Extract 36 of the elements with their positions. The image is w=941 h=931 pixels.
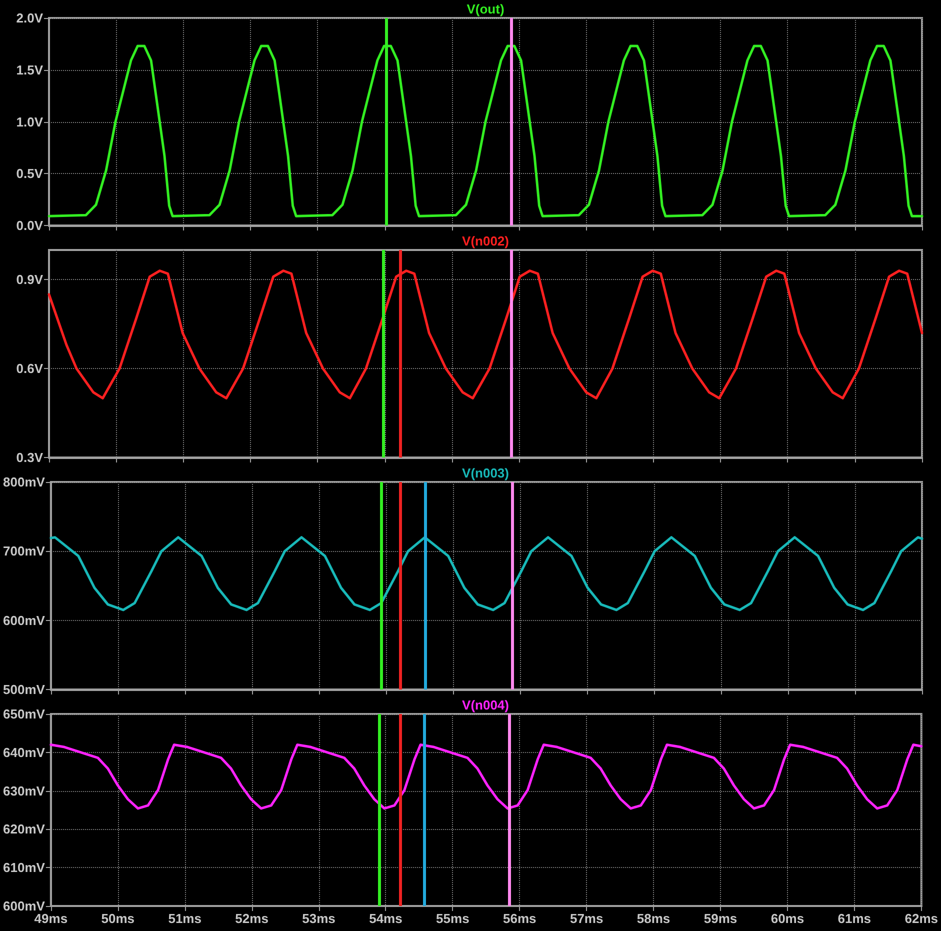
y-tick-label: 620mV	[3, 822, 46, 837]
text: V(out)	[466, 2, 504, 16]
x-tick-label: 62ms	[904, 911, 938, 926]
x-tick-label: 54ms	[369, 911, 402, 926]
x-tick-label: 60ms	[770, 911, 804, 926]
text: V(n004)	[462, 698, 509, 712]
x-tick-label: 56ms	[503, 911, 536, 926]
y-tick-label: 630mV	[3, 783, 46, 798]
x-tick-label: 58ms	[636, 911, 670, 926]
y-tick-label: 800mV	[3, 474, 46, 490]
y-tick-label: 600mV	[3, 898, 46, 914]
x-tick-label: 61ms	[838, 911, 872, 926]
y-tick-label: 2.0V	[16, 10, 44, 26]
x-tick-label: 52ms	[235, 911, 268, 926]
y-tick-label: 0.5V	[16, 166, 44, 182]
y-tick-label: 1.0V	[16, 114, 44, 130]
y-tick-label: 0.9V	[16, 272, 44, 288]
x-tick-label: 51ms	[168, 911, 202, 926]
x-tick-label: 57ms	[570, 911, 604, 926]
y-tick-label: 610mV	[3, 860, 46, 876]
x-tick-label: 59ms	[704, 911, 738, 926]
text: V(n002)	[462, 234, 509, 248]
y-tick-label: 1.5V	[16, 62, 44, 78]
y-tick-label: 640mV	[3, 744, 46, 760]
y-tick-label: 0.3V	[16, 450, 44, 465]
y-tick-label: 700mV	[3, 544, 46, 559]
y-tick-label: 0.6V	[16, 361, 44, 376]
y-tick-label: 600mV	[3, 612, 46, 628]
x-tick-label: 49ms	[34, 911, 68, 926]
text: V(n003)	[462, 466, 509, 480]
x-tick-label: 50ms	[101, 911, 135, 926]
y-tick-label: 500mV	[3, 682, 46, 697]
y-tick-label: 650mV	[3, 706, 46, 722]
y-tick-label: 0.0V	[16, 218, 44, 233]
x-tick-label: 55ms	[436, 911, 470, 926]
x-tick-label: 53ms	[302, 911, 336, 926]
